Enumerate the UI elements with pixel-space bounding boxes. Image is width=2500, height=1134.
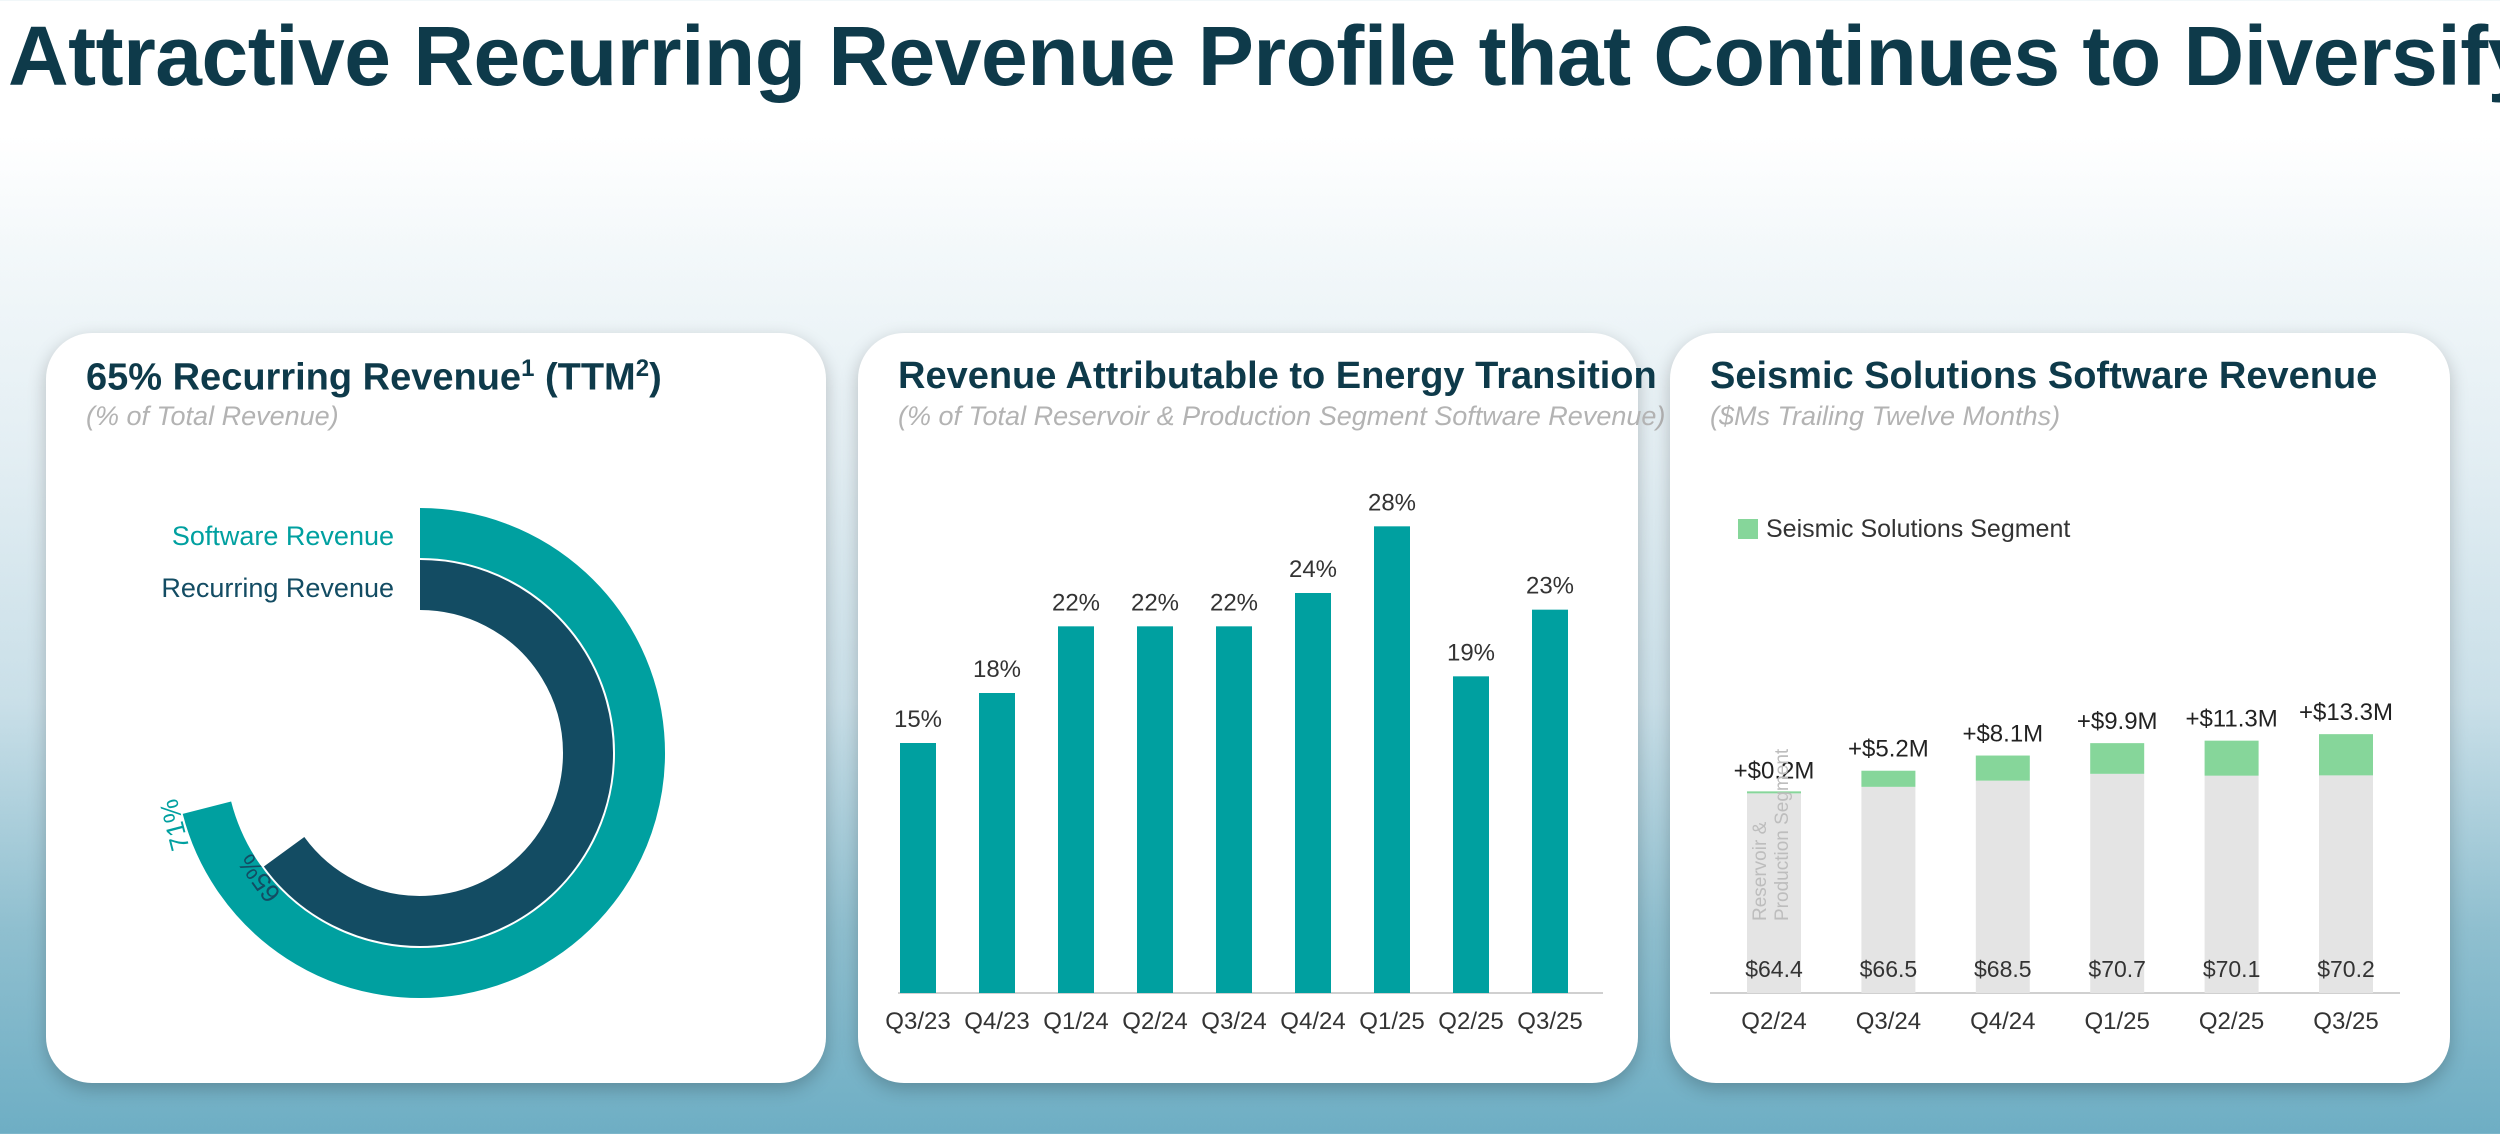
data-label: 23% xyxy=(1526,573,1574,600)
card-subtitle: ($Ms Trailing Twelve Months) xyxy=(1710,401,2061,431)
tick-label: Q4/24 xyxy=(1280,1008,1345,1035)
data-label-base: $70.7 xyxy=(2088,956,2146,982)
card-title: Revenue Attributable to Energy Transitio… xyxy=(898,355,1657,397)
data-label: 71% xyxy=(153,796,195,854)
bar-reservoir-production xyxy=(2090,773,2145,993)
tick-label: Q4/24 xyxy=(1970,1008,2035,1035)
radial-bar-software xyxy=(182,508,665,998)
card-title-mid: (TTM xyxy=(534,356,636,399)
bar xyxy=(1532,609,1568,993)
bar-seismic-solutions xyxy=(1747,791,1801,794)
tick-label: Q2/25 xyxy=(1438,1008,1503,1035)
tick-label: Q4/23 xyxy=(964,1008,1029,1035)
bar-seismic-solutions xyxy=(2090,743,2145,774)
series-label: Recurring Revenue xyxy=(161,573,394,603)
data-label-seismic: +$5.2M xyxy=(1848,736,1929,763)
data-label-base: $70.1 xyxy=(2203,956,2261,982)
radial-bar-recurring xyxy=(263,560,613,946)
data-label: 19% xyxy=(1447,639,1495,666)
bar-reservoir-production xyxy=(2319,775,2373,993)
card-subtitle: (% of Total Reservoir & Production Segme… xyxy=(898,401,1666,431)
footnote-marker: 2 xyxy=(635,355,650,382)
tick-label: Q1/25 xyxy=(2085,1008,2150,1035)
recurring-revenue-card: 65% Recurring Revenue1 (TTM2) (% of Tota… xyxy=(46,333,826,1083)
bar xyxy=(1216,626,1252,993)
data-label: 22% xyxy=(1052,589,1100,616)
tick-label: Q2/25 xyxy=(2199,1008,2264,1035)
card-title-end: ) xyxy=(649,356,662,399)
bar xyxy=(900,743,936,993)
footnote-marker: 1 xyxy=(521,355,535,382)
bar-reservoir-production xyxy=(1747,793,1801,993)
bar xyxy=(1374,526,1410,993)
tick-label: Q1/24 xyxy=(1043,1008,1108,1035)
tick-label: Q3/24 xyxy=(1856,1008,1921,1035)
tick-label: Q1/25 xyxy=(1359,1008,1424,1035)
bar-reservoir-production xyxy=(1975,780,2030,993)
seismic-stacked-bar-chart: Seismic Solutions Segment +$0.2M $64.4 Q2/2… xyxy=(1710,515,2400,1035)
tick-label: Q3/25 xyxy=(2313,1008,2378,1035)
tick-label: Q2/24 xyxy=(1741,1008,1806,1035)
data-label-seismic: +$13.3M xyxy=(2299,699,2393,726)
series-label: Software Revenue xyxy=(172,521,394,551)
legend-label: Seismic Solutions Segment xyxy=(1766,515,2070,543)
bar-seismic-solutions xyxy=(1975,755,2030,781)
data-label-base: $70.2 xyxy=(2317,956,2375,982)
tick-label: Q3/24 xyxy=(1201,1008,1266,1035)
card-title: 65% Recurring Revenue1 (TTM2) xyxy=(86,355,662,400)
data-label-seismic: +$9.9M xyxy=(2077,708,2158,735)
seismic-revenue-card: Seismic Solutions Software Revenue ($Ms … xyxy=(1670,333,2450,1083)
bar-seismic-solutions xyxy=(2319,734,2373,776)
legend-swatch xyxy=(1738,519,1758,539)
bar xyxy=(1058,626,1094,993)
data-label: 15% xyxy=(894,706,942,733)
tick-label: Q3/23 xyxy=(885,1008,950,1035)
data-label-seismic: +$8.1M xyxy=(1962,721,2043,748)
energy-transition-bar-chart: 15% Q3/23 18% Q4/23 22% Q1/24 22% Q2/24 22% Q3/24… xyxy=(885,489,1603,1035)
data-label: 18% xyxy=(973,656,1021,683)
bar-seismic-solutions xyxy=(1861,770,1916,787)
bar xyxy=(1137,626,1173,993)
bar xyxy=(1453,676,1489,993)
card-subtitle: (% of Total Revenue) xyxy=(86,401,339,431)
data-label: 28% xyxy=(1368,489,1416,516)
card-title-text: 65% Recurring Revenue xyxy=(86,356,522,399)
data-label-seismic: +$0.2M xyxy=(1734,758,1815,785)
energy-transition-card: Revenue Attributable to Energy Transitio… xyxy=(858,333,1665,1083)
data-label: 24% xyxy=(1289,556,1337,583)
data-label-base: $66.5 xyxy=(1860,956,1918,982)
tick-label: Q3/25 xyxy=(1517,1008,1582,1035)
bar-reservoir-production xyxy=(2204,775,2259,993)
bar xyxy=(979,693,1015,993)
page-title: Attractive Recurring Revenue Profile tha… xyxy=(8,9,2500,103)
card-title: Seismic Solutions Software Revenue xyxy=(1710,355,2378,397)
data-label-base: $68.5 xyxy=(1974,956,2032,982)
bar-seismic-solutions xyxy=(2204,740,2259,776)
bar-reservoir-production xyxy=(1861,786,1916,993)
data-label: 22% xyxy=(1131,589,1179,616)
series-label-reservoir-production: Reservoir &Production Segment xyxy=(1750,748,1793,921)
data-label-seismic: +$11.3M xyxy=(2185,706,2277,733)
tick-label: Q2/24 xyxy=(1122,1008,1187,1035)
data-label: 22% xyxy=(1210,589,1258,616)
bar xyxy=(1295,593,1331,993)
data-label-base: $64.4 xyxy=(1745,956,1803,982)
